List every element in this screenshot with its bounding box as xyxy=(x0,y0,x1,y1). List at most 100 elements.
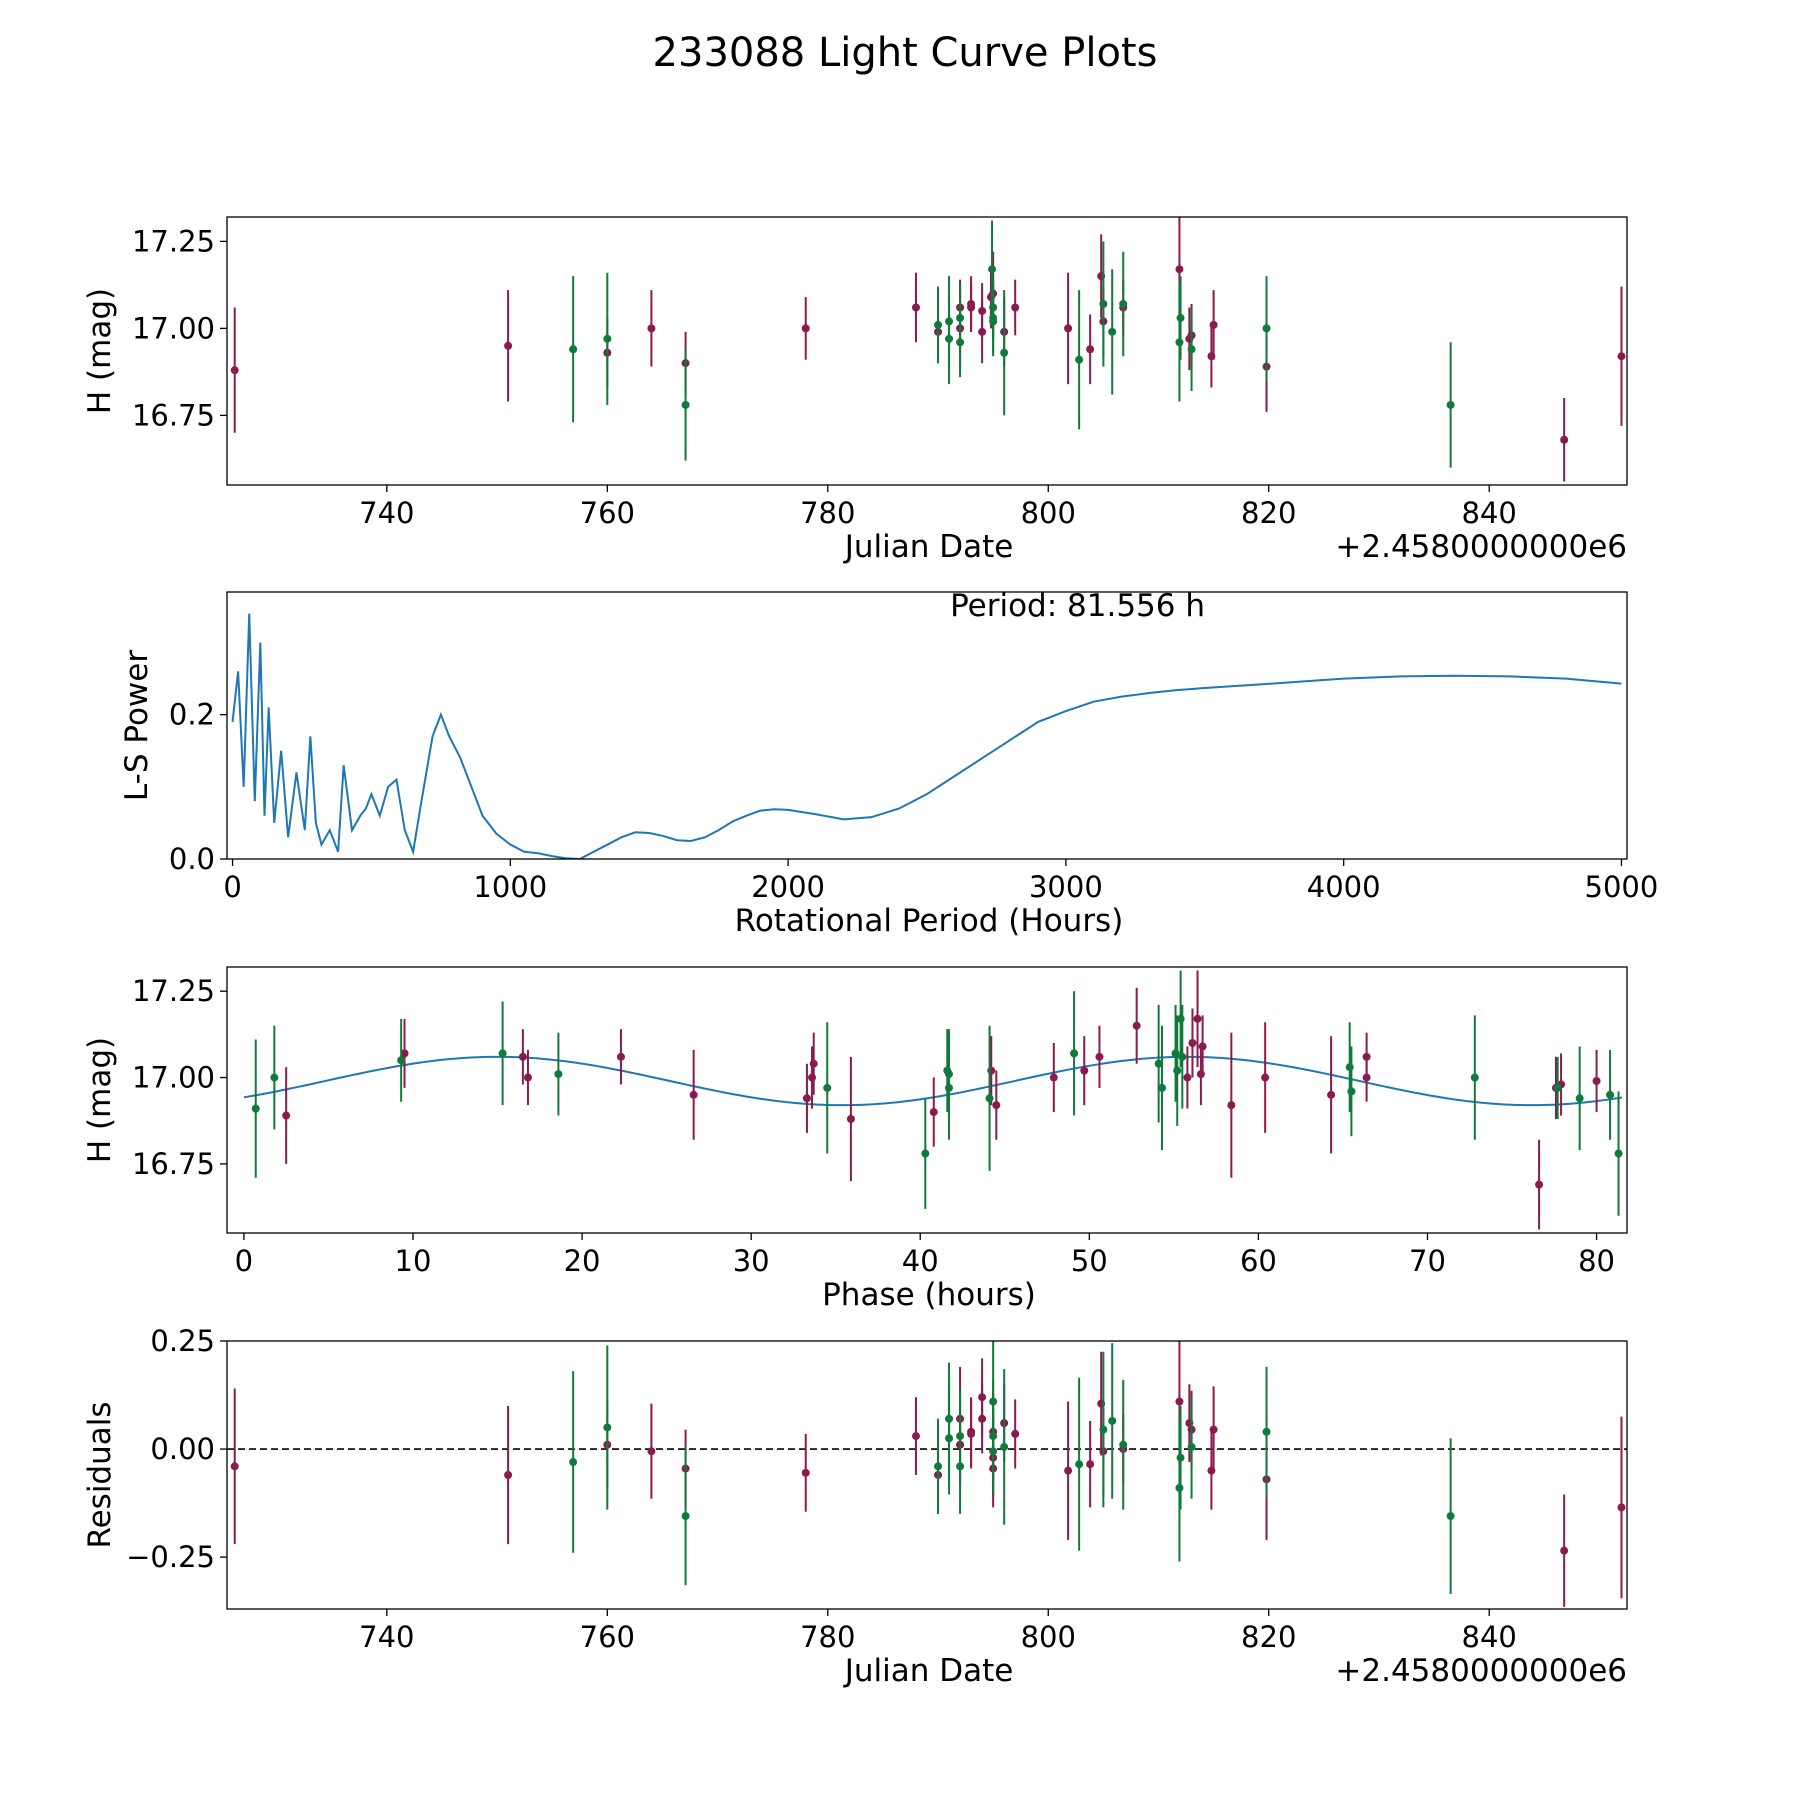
x-tick-label: 2000 xyxy=(751,870,825,904)
data-point xyxy=(945,317,954,326)
data-point xyxy=(1080,1066,1089,1075)
figure-title: 233088 Light Curve Plots xyxy=(653,30,1158,76)
plot-area xyxy=(243,970,1623,1230)
data-point xyxy=(911,303,920,312)
data-point xyxy=(1075,355,1084,364)
period-annotation: Period: 81.556 h xyxy=(950,588,1205,624)
data-point xyxy=(1560,1546,1569,1555)
x-tick-label: 840 xyxy=(1462,496,1517,530)
data-point xyxy=(1175,338,1184,347)
data-point xyxy=(967,303,976,312)
data-point xyxy=(518,1052,527,1061)
x-axis-label: Phase (hours) xyxy=(822,1277,1036,1313)
data-point xyxy=(1075,1460,1084,1469)
x-offset-label: +2.4580000000e6 xyxy=(1335,529,1627,565)
y-tick-label: 17.25 xyxy=(132,974,215,1008)
data-point xyxy=(1262,324,1271,333)
data-point xyxy=(569,345,578,354)
data-point xyxy=(1154,1059,1163,1068)
data-point xyxy=(929,1108,938,1117)
data-point xyxy=(808,1073,817,1082)
data-point xyxy=(1011,1429,1020,1438)
data-point xyxy=(647,1447,656,1456)
data-point xyxy=(1070,1049,1079,1058)
data-point xyxy=(1187,345,1196,354)
y-tick-label: −0.25 xyxy=(126,1540,215,1574)
data-point xyxy=(1175,1483,1184,1492)
x-tick-label: 780 xyxy=(800,496,855,530)
data-point xyxy=(1606,1090,1615,1099)
data-point xyxy=(1446,1512,1455,1521)
data-point xyxy=(504,341,513,350)
data-point xyxy=(989,1447,998,1456)
data-point xyxy=(603,1423,612,1432)
x-tick-label: 30 xyxy=(733,1244,770,1278)
data-point xyxy=(681,1512,690,1521)
x-tick-label: 70 xyxy=(1409,1244,1446,1278)
x-tick-label: 820 xyxy=(1241,1620,1296,1654)
plot-area xyxy=(227,1341,1627,1607)
axes-frame xyxy=(226,591,1628,860)
data-point xyxy=(985,1094,994,1103)
data-point xyxy=(934,320,943,329)
data-point xyxy=(992,1101,1001,1110)
data-point xyxy=(1132,1021,1141,1030)
y-tick-label: 17.00 xyxy=(132,311,215,345)
data-point xyxy=(554,1070,563,1079)
y-tick-label: 17.25 xyxy=(132,224,215,258)
y-axis-label: H (mag) xyxy=(82,288,118,414)
data-point xyxy=(1119,300,1128,309)
y-tick-label: 17.00 xyxy=(132,1061,215,1095)
axes-frame xyxy=(226,216,1628,486)
x-tick-label: 1000 xyxy=(473,870,547,904)
data-point xyxy=(1099,300,1108,309)
data-point xyxy=(823,1083,832,1092)
data-point xyxy=(967,1429,976,1438)
axes-frame xyxy=(226,966,1628,1234)
data-point xyxy=(282,1111,291,1120)
data-point xyxy=(934,1462,943,1471)
data-point xyxy=(681,400,690,409)
power-spectrum-line xyxy=(231,613,1622,859)
data-point xyxy=(1553,1083,1562,1092)
x-tick-label: 0 xyxy=(235,1244,253,1278)
data-point xyxy=(944,1083,953,1092)
data-point xyxy=(1209,320,1218,329)
data-point xyxy=(1158,1083,1167,1092)
data-point xyxy=(603,334,612,343)
data-point xyxy=(616,1052,625,1061)
data-point xyxy=(270,1073,279,1082)
data-point xyxy=(846,1115,855,1123)
data-point xyxy=(1173,1066,1182,1075)
data-point xyxy=(1000,1442,1009,1451)
data-point xyxy=(1064,1466,1073,1475)
x-tick-label: 4000 xyxy=(1307,870,1381,904)
data-point xyxy=(1575,1094,1584,1103)
data-point xyxy=(1446,400,1455,409)
x-tick-label: 50 xyxy=(1071,1244,1108,1278)
x-axis-label: Rotational Period (Hours) xyxy=(735,903,1124,939)
x-tick-label: 800 xyxy=(1021,1620,1076,1654)
data-point xyxy=(1175,265,1184,274)
data-point xyxy=(945,1434,954,1443)
data-point xyxy=(1176,313,1185,322)
data-point xyxy=(1262,1427,1271,1436)
data-point xyxy=(647,324,656,333)
y-tick-label: 0.0 xyxy=(169,842,215,876)
data-point xyxy=(1119,1440,1128,1449)
data-point xyxy=(956,1432,965,1441)
data-point xyxy=(911,1432,920,1441)
data-point xyxy=(1108,327,1117,336)
x-tick-label: 60 xyxy=(1240,1244,1277,1278)
data-point xyxy=(1347,1087,1356,1096)
data-point xyxy=(987,1066,996,1075)
x-tick-label: 5000 xyxy=(1585,870,1659,904)
axes-frame xyxy=(226,1340,1628,1610)
panel-lightcurve: 740 760 780 800 820 840 16.75 17.00 17.25 Julian … xyxy=(82,216,1628,565)
y-tick-label: 16.75 xyxy=(132,1147,215,1181)
data-point xyxy=(978,306,987,315)
x-tick-label: 10 xyxy=(395,1244,432,1278)
x-tick-label: 80 xyxy=(1578,1244,1615,1278)
